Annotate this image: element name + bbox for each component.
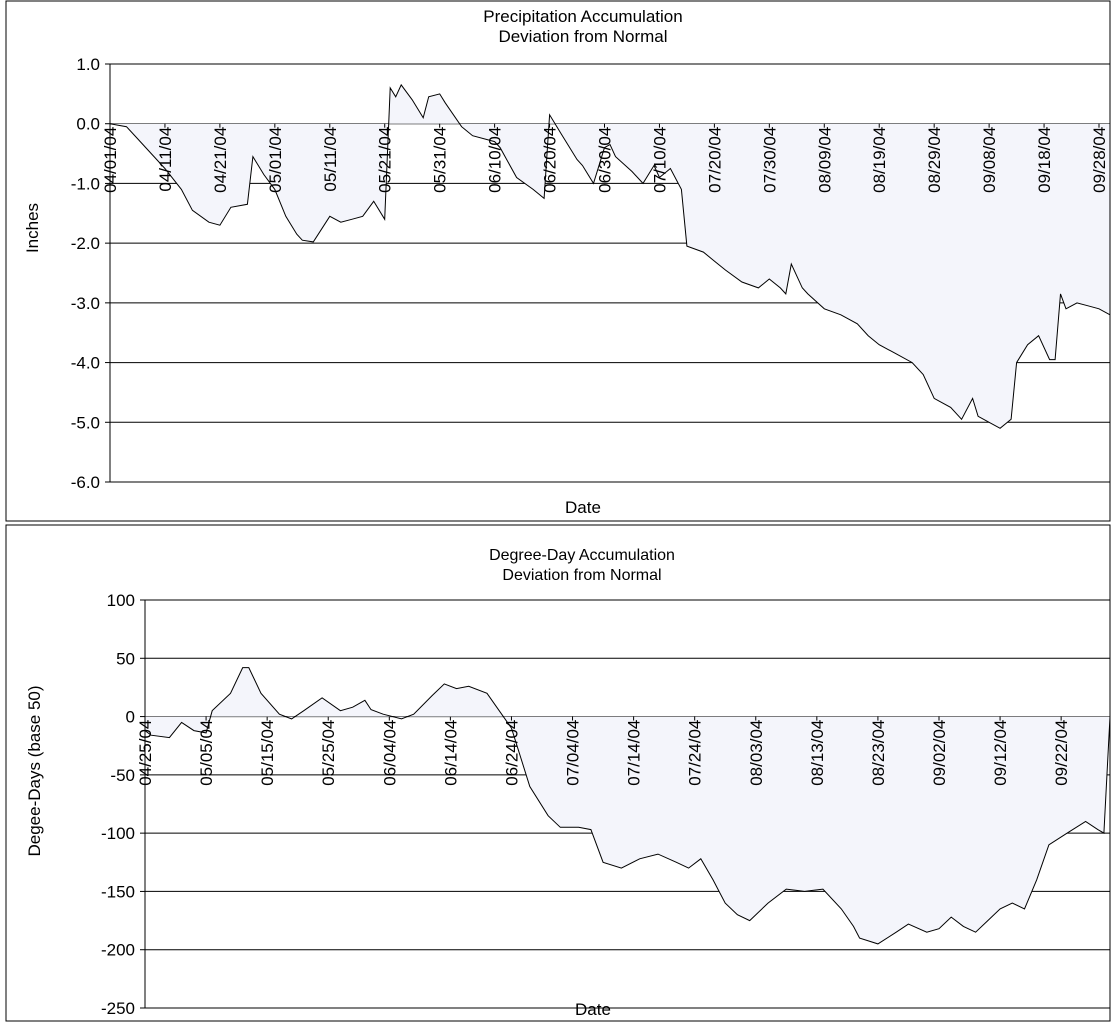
degree-day-chart-panel: Degree-Day Accumulation Deviation from N… [0,522,1112,1022]
y-tick-label: -4.0 [71,354,100,373]
x-tick-label: 09/02/04 [930,720,949,786]
y-tick-label: 0.0 [76,115,100,134]
x-tick-label: 05/21/04 [376,127,395,193]
x-tick-label: 05/31/04 [431,127,450,193]
x-tick-label: 08/03/04 [747,720,766,786]
x-tick-label: 07/30/04 [760,127,779,193]
y-tick-label: 50 [116,649,135,668]
x-tick-label: 06/24/04 [503,720,522,786]
x-tick-label: 08/19/04 [870,127,889,193]
precipitation-chart-panel: Precipitation Accumulation Deviation fro… [5,0,1111,522]
x-tick-label: 05/11/04 [321,127,340,192]
x-tick-label: 05/05/04 [197,720,216,786]
x-tick-label: 05/15/04 [258,720,277,786]
x-tick-label: 06/30/04 [596,127,615,193]
precipitation-chart: Precipitation Accumulation Deviation fro… [5,0,1111,522]
x-tick-label: 09/18/04 [1035,127,1054,193]
y-tick-label: -150 [101,882,135,901]
y-tick-label: -2.0 [71,234,100,253]
x-tick-label: 05/01/04 [266,127,285,193]
x-axis-label: Date [575,1000,611,1019]
y-tick-label: -250 [101,999,135,1018]
y-axis-label: Degee-Days (base 50) [25,685,44,856]
y-axis-label: Inches [23,203,42,253]
x-tick-label: 06/10/04 [486,127,505,193]
plot-area-border [109,63,1111,483]
y-tick-label: -200 [101,941,135,960]
x-tick-label: 07/20/04 [705,127,724,193]
y-tick-label: -5.0 [71,413,100,432]
plot-area-border [144,599,1111,1009]
x-tick-label: 06/04/04 [380,720,399,786]
chart-title: Degree-Day Accumulation [489,547,675,564]
series-area-fill [110,84,1110,429]
x-tick-label: 09/08/04 [980,127,999,193]
y-tick-label: -6.0 [71,473,100,492]
chart-subtitle: Deviation from Normal [502,567,661,584]
x-tick-label: 07/14/04 [625,720,644,786]
y-tick-label: -100 [101,824,135,843]
y-tick-label: -1.0 [71,174,100,193]
x-tick-label: 06/20/04 [541,127,560,193]
y-tick-label: -3.0 [71,294,100,313]
y-tick-label: 100 [107,591,135,610]
chart-title: Precipitation Accumulation [483,7,682,26]
x-tick-label: 08/23/04 [869,720,888,786]
y-tick-label: -50 [110,766,135,785]
x-tick-label: 08/09/04 [815,127,834,193]
series-line [144,667,1111,945]
x-tick-label: 04/21/04 [211,127,230,193]
x-tick-label: 09/28/04 [1090,127,1109,193]
x-tick-label: 06/14/04 [441,720,460,786]
x-tick-label: 08/29/04 [925,127,944,193]
series-area-fill [145,667,1110,944]
x-tick-label: 07/24/04 [686,720,705,786]
x-tick-label: 08/13/04 [808,720,827,786]
degree-day-chart: Degree-Day Accumulation Deviation from N… [5,524,1111,1022]
x-axis-label: Date [565,498,601,517]
x-tick-label: 09/12/04 [991,720,1010,786]
y-tick-label: 1.0 [76,55,100,74]
y-tick-label: 0 [126,708,135,727]
x-tick-label: 07/10/04 [651,127,670,193]
series-line [109,83,1111,429]
x-tick-label: 07/04/04 [564,720,583,786]
chart-subtitle: Deviation from Normal [498,27,667,46]
x-tick-label: 09/22/04 [1052,720,1071,786]
x-tick-label: 05/25/04 [319,720,338,786]
x-tick-label: 04/11/04 [156,127,175,192]
